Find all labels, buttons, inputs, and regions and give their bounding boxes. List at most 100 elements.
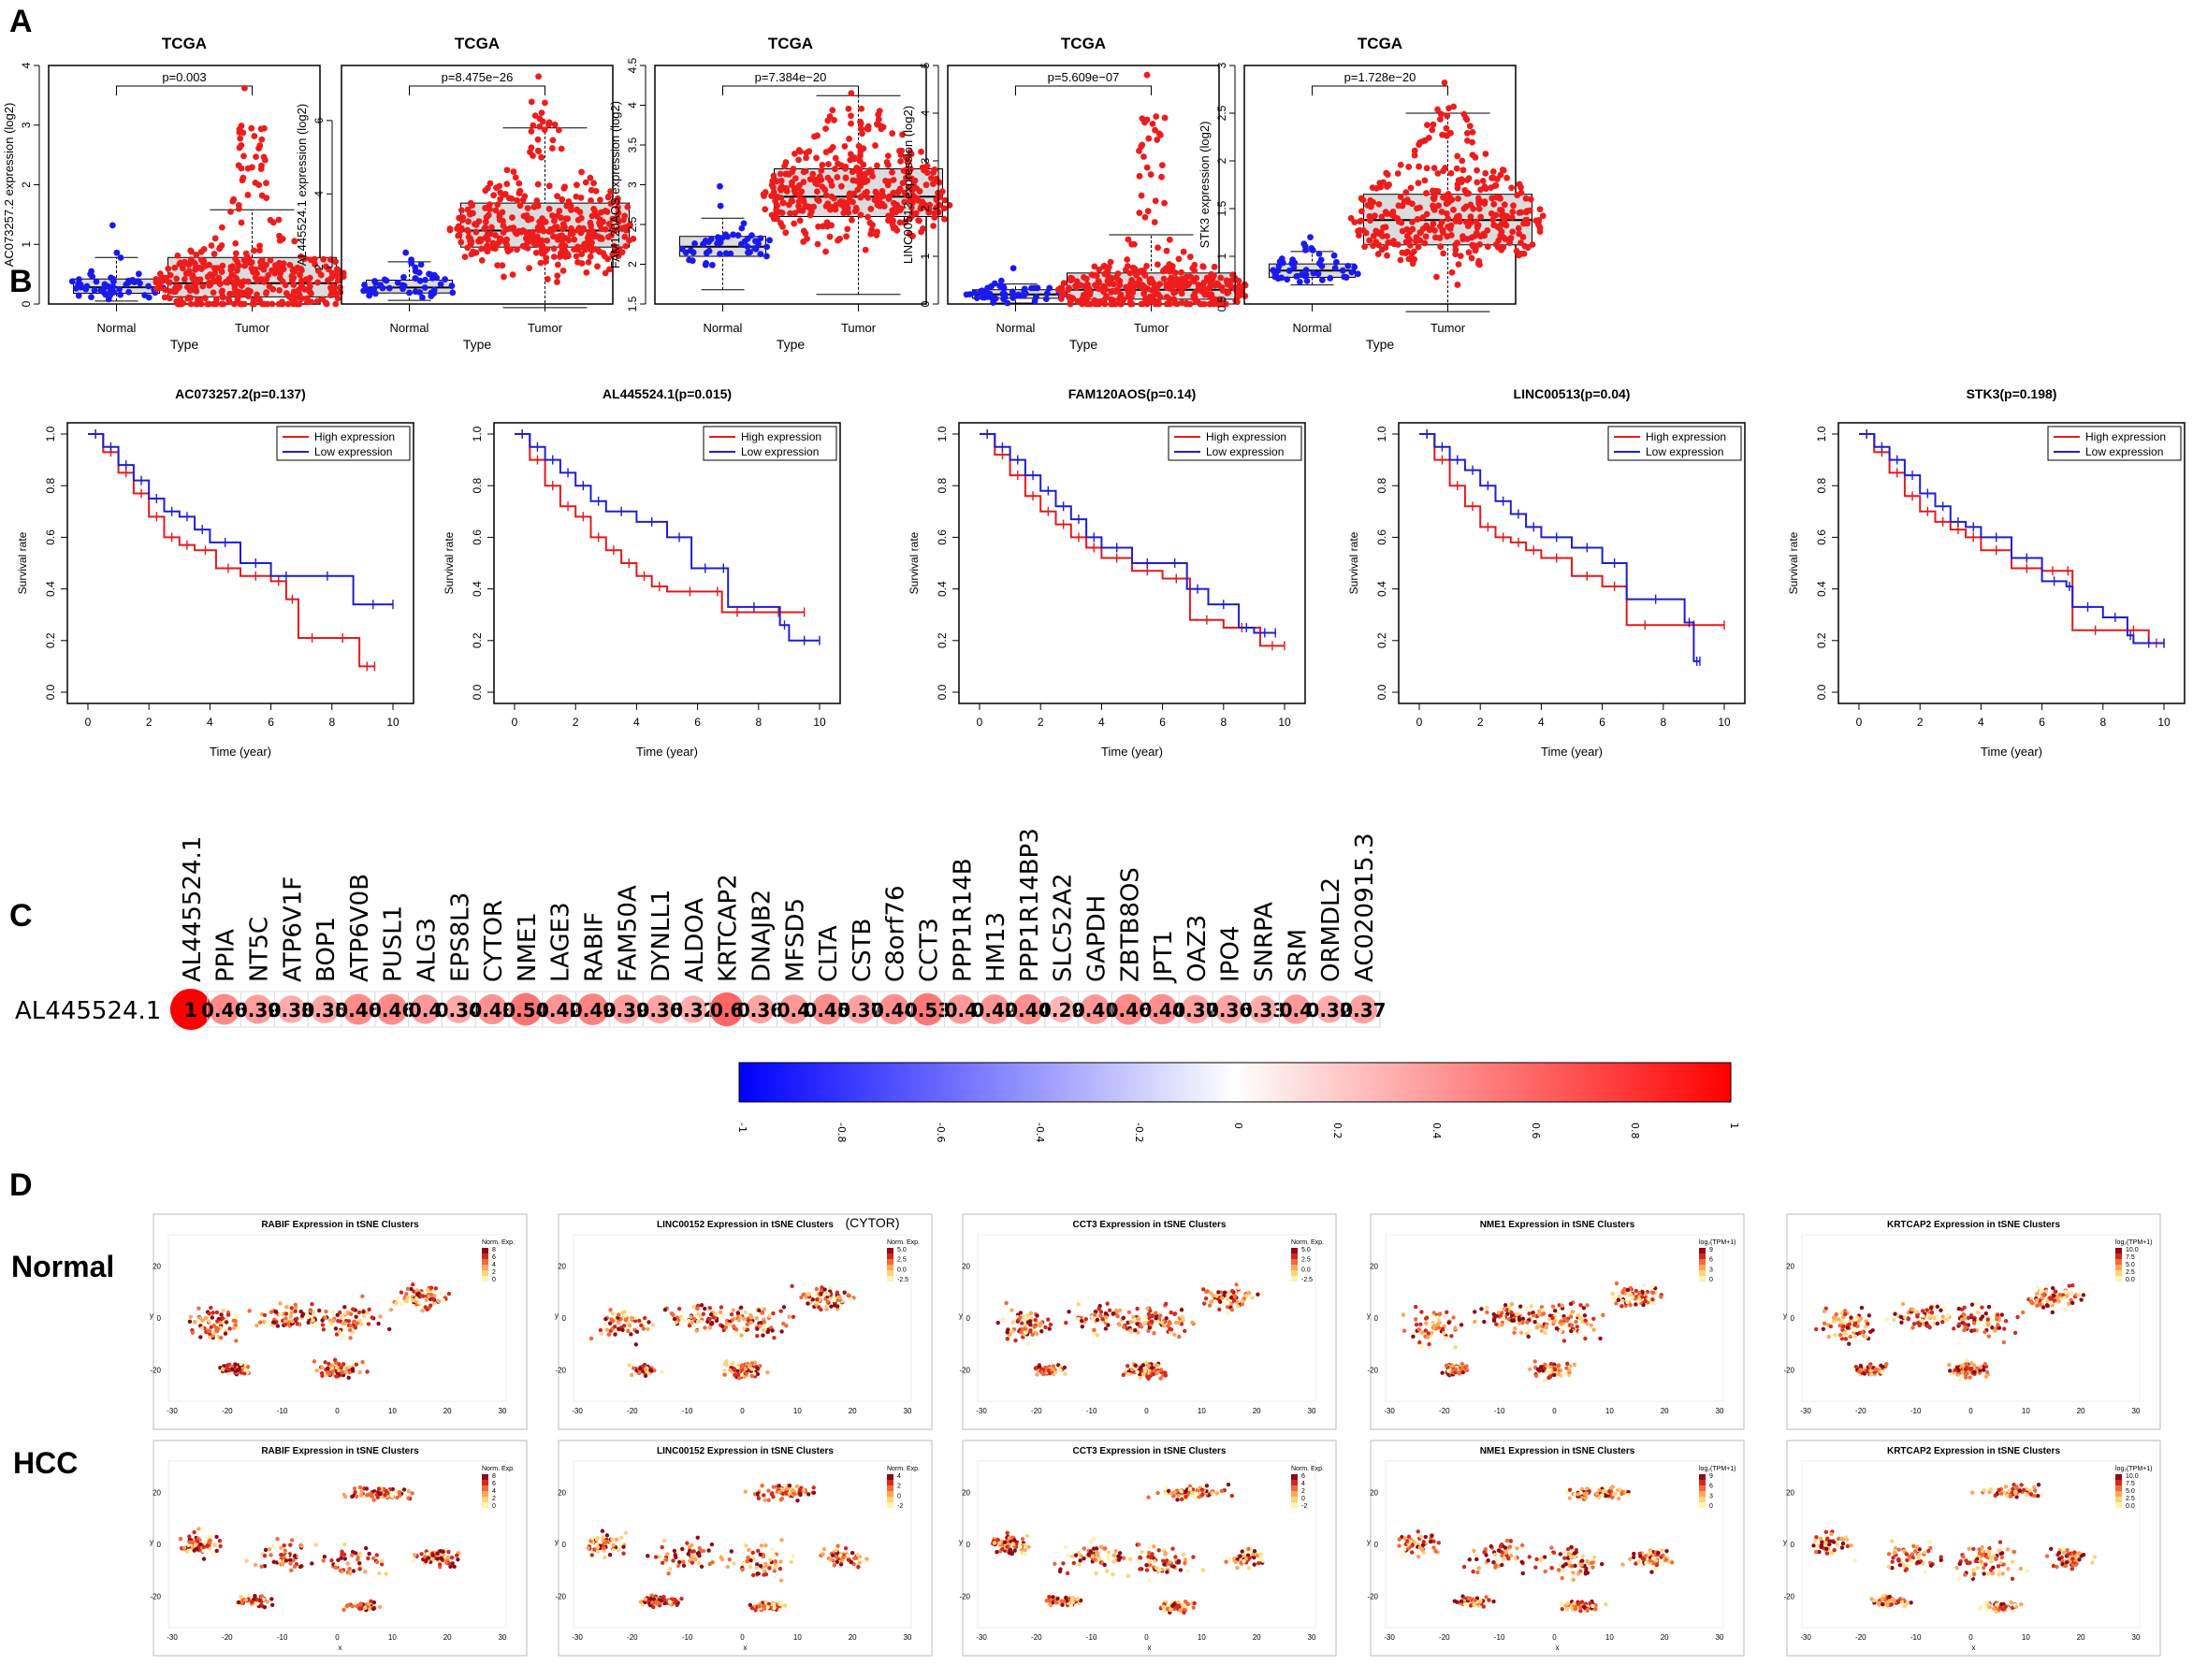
tsne-point (1822, 1321, 1827, 1325)
tumor-point (1149, 120, 1156, 127)
tumor-point (546, 227, 554, 235)
tumor-point (328, 269, 336, 277)
tsne-point (1926, 1314, 1931, 1320)
tumor-point (1399, 202, 1406, 210)
tsne-point (1217, 1307, 1222, 1312)
tsne-legend-tick: 0 (492, 1277, 496, 1283)
tsne-point (327, 1361, 331, 1367)
tsne-point (2050, 1310, 2055, 1315)
tsne-point (225, 1366, 230, 1371)
tsne-point (236, 1325, 241, 1330)
tumor-point (238, 219, 245, 226)
tsne-point (1030, 1332, 1035, 1338)
tumor-point (1152, 197, 1159, 205)
tsne-point (801, 1292, 806, 1297)
tumor-point (197, 248, 205, 255)
tumor-point (1100, 286, 1108, 294)
tsne-point (1929, 1311, 1935, 1315)
tsne-point (1235, 1304, 1241, 1309)
tumor-point (782, 229, 790, 237)
normal-point (734, 232, 742, 239)
tsne-point (1459, 1367, 1464, 1371)
tsne-point (2081, 1293, 2086, 1297)
tumor-point (832, 206, 839, 213)
tsne-point (707, 1325, 713, 1330)
tsne-point (1598, 1336, 1603, 1341)
tumor-point (863, 170, 869, 177)
tumor-point (189, 274, 196, 282)
tumor-point (508, 195, 516, 202)
tumor-point (903, 174, 909, 181)
tsne-point (1601, 1312, 1605, 1318)
tumor-point (1060, 280, 1067, 287)
tsne-point (1539, 1328, 1544, 1333)
tumor-point (1234, 298, 1241, 306)
tsne-point (799, 1295, 804, 1300)
tsne-point (230, 1367, 235, 1372)
tsne-point (1473, 1319, 1477, 1325)
tsne-point (1920, 1313, 1925, 1318)
tumor-point (1178, 268, 1185, 276)
tumor-point (1403, 196, 1411, 203)
tsne-point (1501, 1315, 1506, 1321)
correlation-dot (444, 995, 473, 1023)
tsne-point (2041, 1305, 2046, 1310)
tumor-point (1503, 174, 1510, 181)
colorbar-tick-label: -0.8 (835, 1122, 848, 1142)
normal-point (125, 288, 133, 296)
normal-point (386, 284, 393, 292)
tsne-point (749, 1367, 755, 1371)
tumor-point (1466, 123, 1474, 130)
correlation-value: 0.37 (837, 999, 883, 1021)
normal-point (416, 289, 424, 296)
tsne-point (1155, 1319, 1160, 1325)
tumor-point (1410, 248, 1417, 255)
tumor-point (554, 279, 560, 285)
tumor-point (1096, 279, 1103, 286)
tumor-point (1143, 71, 1151, 79)
tsne-title: CCT3 Expression in tSNE Clusters (1073, 1220, 1227, 1230)
tumor-point (244, 278, 252, 285)
tsne-point (599, 1331, 604, 1337)
tsne-point (1900, 1301, 1906, 1307)
tumor-point (210, 289, 217, 297)
tsne-point (1828, 1324, 1834, 1329)
normal-point (977, 288, 984, 295)
correlation-dot (342, 993, 374, 1025)
tumor-point (503, 167, 511, 174)
tumor-point (851, 208, 859, 215)
tsne-point (765, 1369, 770, 1375)
tsne-y-tick: 0 (966, 1314, 971, 1323)
tsne-point (1139, 1365, 1143, 1370)
tsne-point (825, 1299, 831, 1304)
legend-color-step (1699, 1270, 1706, 1276)
plot-title: TCGA (162, 35, 207, 52)
tumor-point (475, 218, 483, 224)
tumor-point (1415, 243, 1422, 251)
x-tick-label: Normal (704, 321, 743, 335)
tsne-title: LINC00152 Expression in tSNE Clusters (657, 1220, 834, 1230)
tsne-point (1145, 1306, 1150, 1311)
pvalue-bracket (1312, 85, 1448, 95)
column-label: SNRPA (1251, 902, 1279, 982)
tsne-point (832, 1297, 837, 1303)
tumor-point (465, 227, 472, 235)
tsne-legend-tick: 4 (492, 1262, 496, 1268)
tsne-point (613, 1324, 617, 1329)
normal-point (417, 261, 425, 268)
tsne-point (1517, 1317, 1522, 1323)
tumor-point (487, 180, 494, 187)
tsne-point (233, 1369, 238, 1374)
tsne-point (699, 1303, 704, 1308)
x-tick-label: 2 (146, 716, 152, 729)
tsne-point (846, 1293, 850, 1298)
tsne-point (1152, 1331, 1156, 1336)
tumor-point (269, 219, 277, 226)
pvalue-bracket (722, 85, 859, 95)
tumor-point (1356, 232, 1362, 239)
tsne-point (1650, 1283, 1655, 1289)
tumor-point (226, 290, 233, 297)
normal-point (1289, 256, 1296, 264)
correlation-value: 0.33 (1240, 999, 1285, 1021)
tumor-point (800, 227, 807, 235)
